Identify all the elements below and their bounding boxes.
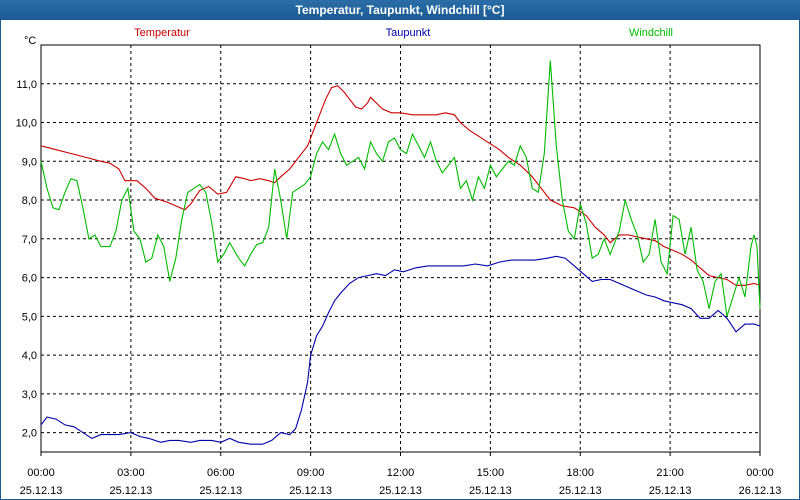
x-tick-time-label: 18:00: [566, 467, 594, 479]
x-tick-time-label: 21:00: [656, 467, 684, 479]
y-tick-label: 6,0: [22, 273, 37, 285]
legend-entry-windchill: Windchill: [629, 27, 673, 39]
legend-entry-temperatur: Temperatur: [134, 27, 190, 39]
x-tick-date-label: 25.12.13: [649, 485, 692, 497]
y-tick-label: 3,0: [22, 389, 37, 401]
y-tick-label: 2,0: [22, 428, 37, 440]
y-tick-label: 4,0: [22, 350, 37, 362]
x-tick-date-label: 25.12.13: [109, 485, 152, 497]
x-tick-date-label: 25.12.13: [199, 485, 242, 497]
plot-frame: [40, 44, 761, 453]
x-tick-date-label: 25.12.13: [559, 485, 602, 497]
x-tick-date-label: 25.12.13: [379, 485, 422, 497]
y-tick-label: 7,0: [22, 234, 37, 246]
y-tick-label: 8,0: [22, 195, 37, 207]
y-tick-label: 11,0: [16, 79, 37, 91]
y-tick-label: 5,0: [22, 311, 37, 323]
x-tick-time-label: 12:00: [387, 467, 415, 479]
x-tick-date-label: 26.12.13: [739, 485, 782, 497]
y-tick-label: 9,0: [22, 156, 37, 168]
series-line-windchill: [40, 60, 761, 317]
series-line-taupunkt: [40, 255, 761, 445]
legend-entry-taupunkt: Taupunkt: [386, 27, 431, 39]
x-tick-date-label: 25.12.13: [289, 485, 332, 497]
x-tick-date-label: 25.12.13: [20, 485, 63, 497]
x-tick-time-label: 03:00: [117, 467, 145, 479]
x-tick-time-label: 15:00: [477, 467, 505, 479]
series-line-temperatur: [40, 85, 761, 286]
x-tick-date-label: 25.12.13: [469, 485, 512, 497]
y-axis-unit-label: °C: [24, 35, 36, 47]
y-tick-label: 10,0: [16, 118, 37, 130]
chart-title: Temperatur, Taupunkt, Windchill [°C]: [0, 0, 800, 20]
x-tick-time-label: 09:00: [297, 467, 325, 479]
x-tick-time-label: 06:00: [207, 467, 235, 479]
x-tick-time-label: 00:00: [746, 467, 774, 479]
x-tick-time-label: 00:00: [27, 467, 55, 479]
